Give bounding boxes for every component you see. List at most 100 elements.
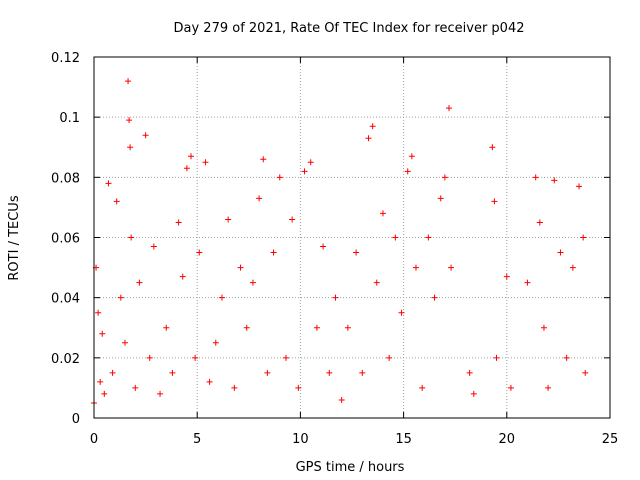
data-point <box>188 153 195 160</box>
data-point <box>313 324 320 331</box>
data-point <box>99 330 106 337</box>
data-point <box>540 324 547 331</box>
data-point <box>551 177 558 184</box>
data-point <box>175 219 182 226</box>
data-point <box>446 105 453 112</box>
data-point <box>466 369 473 376</box>
data-point <box>503 273 510 280</box>
data-point <box>121 339 128 346</box>
data-point <box>157 390 164 397</box>
data-point <box>163 324 170 331</box>
data-point <box>282 354 289 361</box>
grid <box>94 57 610 418</box>
data-point <box>202 159 209 166</box>
data-point <box>125 78 132 85</box>
data-point <box>569 264 576 271</box>
chart-title: Day 279 of 2021, Rate Of TEC Index for r… <box>174 21 525 36</box>
data-point <box>580 234 587 241</box>
data-point <box>243 324 250 331</box>
x-tick-label: 25 <box>602 432 619 447</box>
data-point <box>448 264 455 271</box>
data-point <box>218 294 225 301</box>
data-point <box>270 249 277 256</box>
data-point <box>237 264 244 271</box>
data-point <box>192 354 199 361</box>
data-point <box>206 378 213 385</box>
y-tick-label: 0.08 <box>51 171 80 186</box>
data-point <box>507 384 514 391</box>
data-point <box>419 384 426 391</box>
data-point <box>169 369 176 376</box>
data-point <box>386 354 393 361</box>
data-point <box>425 234 432 241</box>
data-point <box>353 249 360 256</box>
data-point <box>576 183 583 190</box>
data-point <box>441 174 448 181</box>
data-point <box>493 354 500 361</box>
data-point <box>489 144 496 151</box>
data-point <box>545 384 552 391</box>
data-point <box>150 243 157 250</box>
data-point <box>320 243 327 250</box>
data-point <box>128 234 135 241</box>
data-point <box>344 324 351 331</box>
data-point <box>136 279 143 286</box>
data-point <box>183 165 190 172</box>
data-point <box>132 384 139 391</box>
data-point <box>249 279 256 286</box>
data-point <box>295 384 302 391</box>
data-point <box>179 273 186 280</box>
data-point <box>398 309 405 316</box>
data-point <box>365 135 372 142</box>
y-axis-label: ROTI / TECUs <box>7 195 22 280</box>
data-point <box>392 234 399 241</box>
axis-ticks: 0 5 10 15 20 25 0 0.02 0.04 0.06 0.08 0.1 0.12 <box>51 51 618 447</box>
data-point <box>225 216 232 223</box>
x-tick-label: 15 <box>395 432 412 447</box>
data-point <box>260 156 267 163</box>
data-point <box>101 390 108 397</box>
data-point <box>359 369 366 376</box>
data-point <box>276 174 283 181</box>
y-tick-label: 0 <box>72 412 80 427</box>
y-tick-label: 0.04 <box>51 292 80 307</box>
data-point <box>532 174 539 181</box>
data-point <box>256 195 263 202</box>
y-tick-label: 0.02 <box>51 352 80 367</box>
data-point <box>289 216 296 223</box>
data-point <box>338 396 345 403</box>
data-point <box>264 369 271 376</box>
data-point <box>126 117 133 124</box>
data-point <box>582 369 589 376</box>
data-point <box>536 219 543 226</box>
data-point <box>142 132 149 139</box>
data-point <box>373 279 380 286</box>
x-tick-label: 0 <box>90 432 98 447</box>
x-tick-label: 20 <box>499 432 516 447</box>
data-point <box>332 294 339 301</box>
data-point <box>301 168 308 175</box>
data-point <box>470 390 477 397</box>
y-tick-label: 0.1 <box>59 111 80 126</box>
data-point <box>231 384 238 391</box>
data-point <box>105 180 112 187</box>
y-tick-label: 0.06 <box>51 232 80 247</box>
data-point <box>212 339 219 346</box>
data-point <box>437 195 444 202</box>
data-point <box>196 249 203 256</box>
x-tick-label: 10 <box>292 432 309 447</box>
data-point <box>563 354 570 361</box>
data-point <box>404 168 411 175</box>
data-point <box>379 210 386 217</box>
data-point <box>557 249 564 256</box>
data-points <box>91 78 589 406</box>
data-point <box>408 153 415 160</box>
data-point <box>97 378 104 385</box>
data-point <box>109 369 116 376</box>
data-point <box>117 294 124 301</box>
data-point <box>491 198 498 205</box>
data-point <box>326 369 333 376</box>
data-point <box>95 309 102 316</box>
data-point <box>524 279 531 286</box>
